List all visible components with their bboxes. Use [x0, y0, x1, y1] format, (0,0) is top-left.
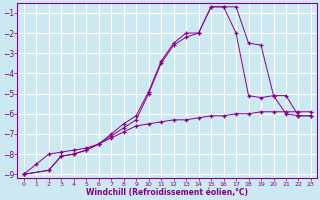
X-axis label: Windchill (Refroidissement éolien,°C): Windchill (Refroidissement éolien,°C) — [86, 188, 248, 197]
